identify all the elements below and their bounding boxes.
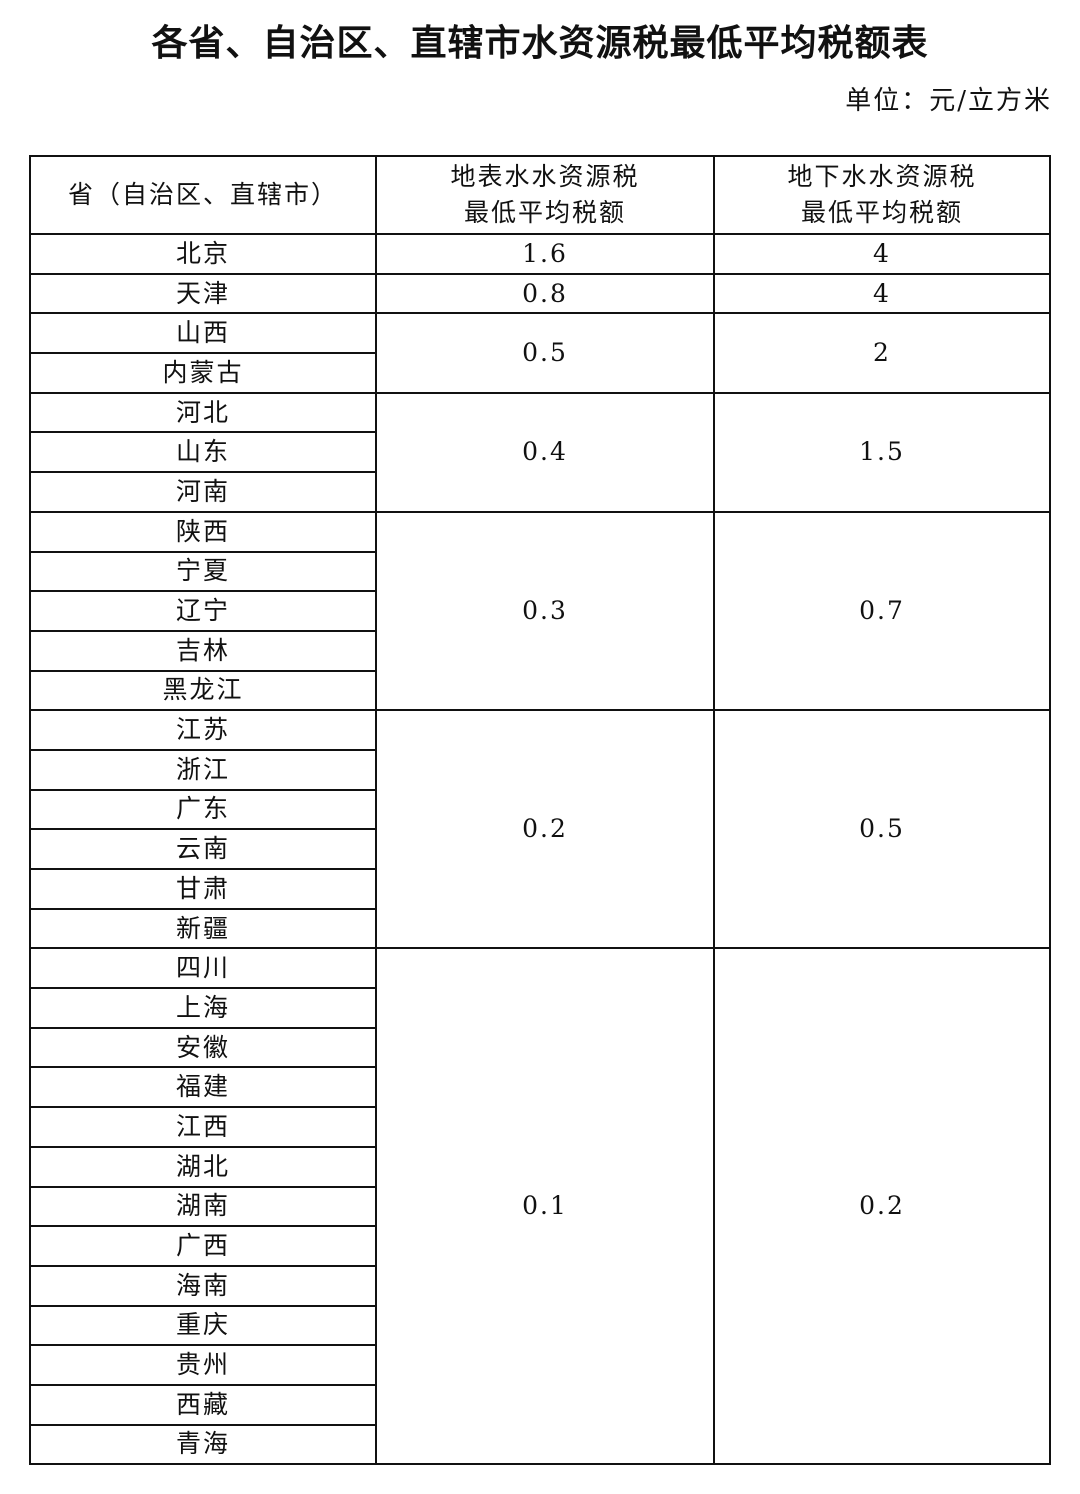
region-cell: 河南 bbox=[29, 471, 377, 513]
table-row: 天津 0.8 4 bbox=[29, 272, 1051, 315]
region-cell: 江西 bbox=[29, 1106, 377, 1148]
region-cell: 重庆 bbox=[29, 1304, 377, 1347]
header-surface: 地表水水资源税 最低平均税额 bbox=[375, 155, 715, 235]
table-row: 浙江 bbox=[29, 748, 1050, 791]
header-region: 省（自治区、直辖市） bbox=[29, 155, 377, 235]
region-cell: 上海 bbox=[29, 987, 377, 1029]
table-row: 安徽 bbox=[29, 1026, 1050, 1069]
table-row: 黑龙江 bbox=[29, 669, 1050, 712]
region-cell: 云南 bbox=[29, 828, 377, 870]
header-surface-line1: 地表水水资源税 bbox=[450, 162, 640, 191]
table-row: 湖南 bbox=[29, 1185, 1050, 1228]
header-ground-line2: 最低平均税额 bbox=[800, 198, 963, 227]
tax-table: 省（自治区、直辖市） 地表水水资源税 最低平均税额 地下水水资源税 最低平均税额… bbox=[29, 155, 1051, 1466]
region-cell: 山东 bbox=[29, 431, 377, 474]
surface-tax-cell: 0.3 bbox=[375, 510, 715, 712]
surface-tax-cell: 0.1 bbox=[375, 947, 715, 1466]
region-cell: 辽宁 bbox=[29, 590, 377, 632]
table-row: 宁夏 bbox=[29, 550, 1050, 593]
region-cell: 海南 bbox=[29, 1264, 377, 1307]
region-cell: 内蒙古 bbox=[29, 352, 377, 394]
ground-tax-cell: 0.5 bbox=[713, 709, 1051, 950]
table-row: 重庆 bbox=[29, 1304, 1050, 1347]
region-cell: 北京 bbox=[29, 233, 377, 275]
table-row: 广东 bbox=[29, 788, 1050, 831]
ground-tax-cell: 0.7 bbox=[713, 510, 1051, 712]
table-row: 辽宁 bbox=[29, 590, 1050, 632]
table-row: 新疆 bbox=[29, 907, 1050, 950]
region-cell: 新疆 bbox=[29, 907, 377, 950]
table-row: 河南 bbox=[29, 471, 1050, 513]
region-cell: 贵州 bbox=[29, 1344, 377, 1386]
header-ground: 地下水水资源税 最低平均税额 bbox=[713, 155, 1051, 235]
region-cell: 西藏 bbox=[29, 1383, 377, 1426]
surface-tax-cell: 1.6 bbox=[375, 233, 715, 275]
region-cell: 宁夏 bbox=[29, 550, 377, 593]
ground-tax-cell: 4 bbox=[713, 272, 1051, 315]
table-row: 江西 bbox=[29, 1106, 1050, 1148]
region-cell: 安徽 bbox=[29, 1026, 377, 1069]
ground-tax-cell: 1.5 bbox=[713, 391, 1051, 513]
table-row: 福建 bbox=[29, 1066, 1050, 1109]
region-cell: 四川 bbox=[29, 947, 377, 990]
surface-tax-cell: 0.2 bbox=[375, 709, 715, 950]
ground-tax-cell: 4 bbox=[713, 233, 1051, 275]
region-cell: 青海 bbox=[29, 1423, 377, 1466]
region-cell: 广东 bbox=[29, 788, 377, 831]
region-cell: 甘肃 bbox=[29, 868, 377, 910]
table-row: 山西 0.5 2 bbox=[29, 312, 1051, 394]
region-cell: 山西 bbox=[29, 312, 377, 355]
surface-tax-cell: 0.8 bbox=[375, 272, 715, 315]
region-cell: 江苏 bbox=[29, 709, 377, 751]
table-row: 青海 bbox=[29, 1423, 1050, 1466]
table-row: 甘肃 bbox=[29, 868, 1050, 910]
region-cell: 福建 bbox=[29, 1066, 377, 1109]
table-row: 云南 bbox=[29, 828, 1050, 870]
region-cell: 湖北 bbox=[29, 1145, 377, 1188]
table-row: 海南 bbox=[29, 1264, 1050, 1307]
ground-tax-cell: 2 bbox=[713, 312, 1051, 394]
table-row: 西藏 bbox=[29, 1383, 1050, 1426]
ground-tax-cell: 0.2 bbox=[713, 947, 1051, 1466]
table-row: 湖北 bbox=[29, 1145, 1050, 1188]
page-title: 各省、自治区、直辖市水资源税最低平均税额表 bbox=[151, 23, 929, 64]
table-body: 北京 1.6 4 天津 0.8 4 山西 0.5 2 内蒙古 河北 0.4 1.5 山东 河南 陕西 0.3 0.… bbox=[29, 233, 1051, 1466]
region-cell: 浙江 bbox=[29, 748, 377, 791]
surface-tax-cell: 0.5 bbox=[375, 312, 715, 394]
table-row: 上海 bbox=[29, 987, 1050, 1029]
table-row: 陕西 0.3 0.7 bbox=[29, 510, 1051, 712]
region-cell: 河北 bbox=[29, 391, 377, 434]
table-row: 山东 bbox=[29, 431, 1050, 474]
table-row: 吉林 bbox=[29, 629, 1050, 672]
header-ground-line1: 地下水水资源税 bbox=[787, 162, 977, 191]
table-row: 河北 0.4 1.5 bbox=[29, 391, 1051, 513]
region-cell: 湖南 bbox=[29, 1185, 377, 1228]
table-row: 江苏 0.2 0.5 bbox=[29, 709, 1051, 950]
header-row: 省（自治区、直辖市） 地表水水资源税 最低平均税额 地下水水资源税 最低平均税额 bbox=[29, 155, 1051, 235]
surface-tax-cell: 0.4 bbox=[375, 391, 715, 513]
unit-label: 单位：元/立方米 bbox=[845, 86, 1052, 116]
region-cell: 黑龙江 bbox=[29, 669, 377, 712]
table-row: 广西 bbox=[29, 1225, 1050, 1267]
table-row: 内蒙古 bbox=[29, 352, 1050, 394]
region-cell: 天津 bbox=[29, 272, 377, 315]
region-cell: 广西 bbox=[29, 1225, 377, 1267]
table-row: 北京 1.6 4 bbox=[29, 233, 1051, 275]
region-cell: 陕西 bbox=[29, 510, 377, 553]
table-row: 四川 0.1 0.2 bbox=[29, 947, 1051, 1466]
header-surface-line2: 最低平均税额 bbox=[463, 198, 626, 227]
table-row: 贵州 bbox=[29, 1344, 1050, 1386]
region-cell: 吉林 bbox=[29, 629, 377, 672]
